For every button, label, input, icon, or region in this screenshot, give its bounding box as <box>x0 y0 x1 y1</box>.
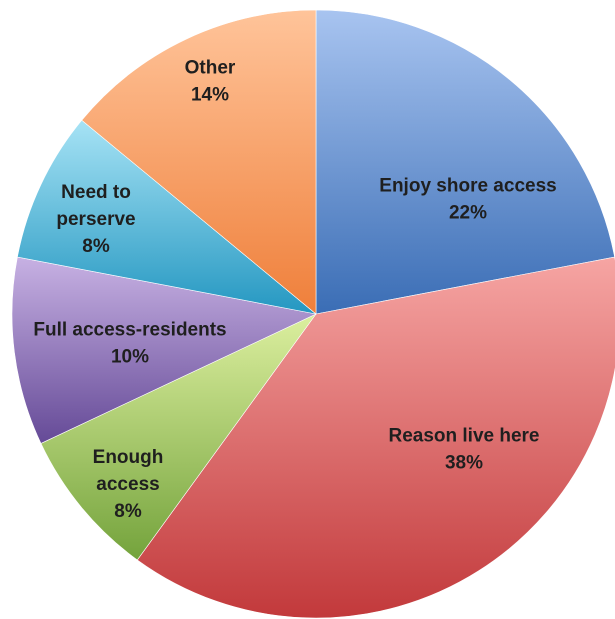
slice-percent: 38% <box>445 453 483 474</box>
slice-label-line: Other <box>185 58 236 79</box>
slice-label-line: Need to <box>61 182 131 203</box>
slice-label-enough-access: Enough access 8% <box>93 447 164 522</box>
pie-slice-enjoy-shore-access <box>315 9 615 315</box>
slice-label-line: Enough <box>93 447 164 468</box>
pie-slice-reason-live-here <box>136 256 615 619</box>
labels-layer: Enjoy shore access 22% Reason live here 38%… <box>33 58 556 523</box>
slice-label-other: Other 14% <box>185 58 236 106</box>
slice-label-line: access <box>96 474 159 495</box>
slice-percent: 22% <box>449 203 487 224</box>
slice-percent: 10% <box>111 347 149 368</box>
pie-slice-need-to-perserve <box>17 119 317 315</box>
slice-percent: 8% <box>114 501 142 522</box>
slice-label-line: Reason live here <box>388 426 539 447</box>
slice-label-line: Enjoy shore access <box>379 176 556 197</box>
slice-label-need-to-perserve: Need to perserve 8% <box>56 182 135 257</box>
slice-label-line: Full access-residents <box>33 320 226 341</box>
pie-slice-other <box>81 9 317 315</box>
pie-slice-enough-access <box>40 313 317 561</box>
slice-label-line: perserve <box>56 209 135 230</box>
slice-label-reason-live-here: Reason live here 38% <box>388 426 539 474</box>
slice-label-enjoy-shore-access: Enjoy shore access 22% <box>379 176 556 224</box>
slices-layer <box>11 9 615 619</box>
slice-percent: 8% <box>82 236 110 257</box>
slice-label-full-access-residents: Full access-residents 10% <box>33 320 226 368</box>
slice-percent: 14% <box>191 85 229 106</box>
pie-slice-full-access-residents <box>11 256 317 444</box>
